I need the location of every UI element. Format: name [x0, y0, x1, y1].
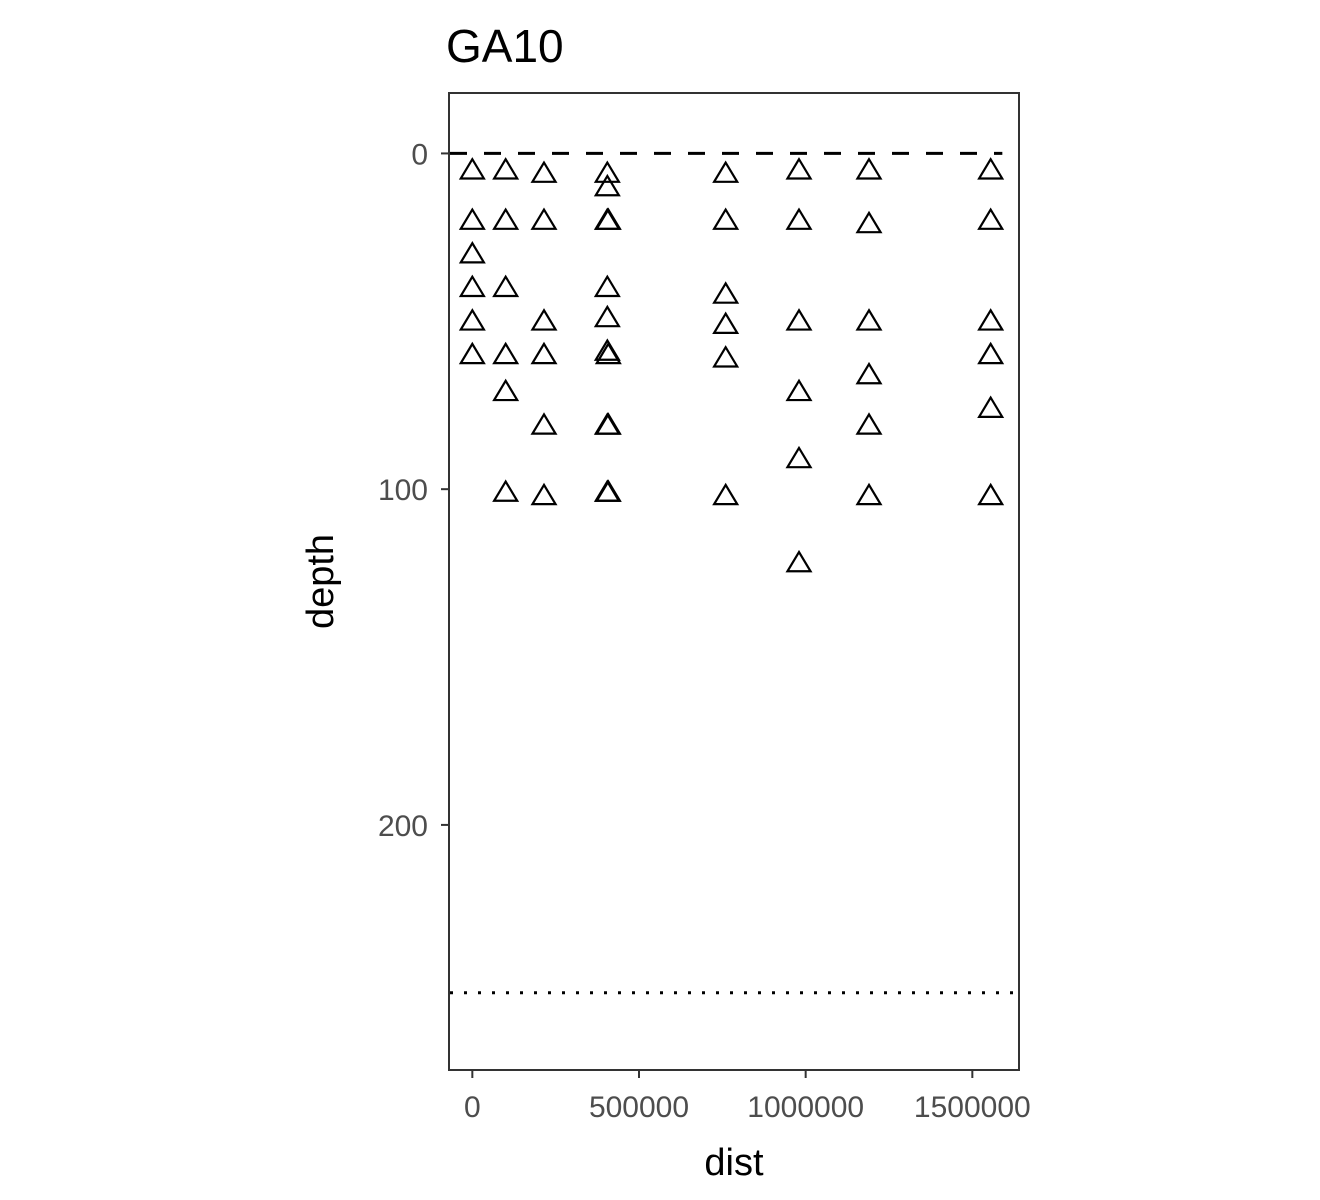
data-point [458, 241, 486, 264]
data-point [785, 207, 813, 230]
data-point [593, 274, 621, 298]
chart-title: GA10 [446, 20, 564, 72]
data-point [492, 341, 520, 365]
data-point [712, 281, 740, 304]
data-point [530, 412, 558, 435]
data-point [977, 207, 1005, 230]
data-point [594, 341, 622, 365]
data-point [530, 160, 558, 183]
data-point [855, 482, 883, 506]
y-axis: 0 100 200 [378, 138, 449, 843]
plot-panel-border [448, 92, 1020, 1071]
y-tick-label: 0 [411, 138, 428, 171]
data-point [492, 479, 520, 502]
data-point [458, 308, 486, 331]
data-point [977, 157, 1005, 180]
data-point [712, 207, 740, 230]
x-axis-title: dist [704, 1142, 764, 1184]
data-point [492, 274, 520, 298]
data-point [855, 210, 883, 234]
data-point [594, 207, 622, 230]
x-tick-label: 0 [464, 1091, 481, 1124]
data-point [855, 412, 883, 435]
data-point [458, 157, 486, 180]
x-tick-label: 1500000 [914, 1091, 1031, 1124]
data-point [530, 341, 558, 365]
data-point [492, 157, 520, 180]
data-point [785, 308, 813, 331]
data-point [492, 207, 520, 230]
data-point [855, 308, 883, 331]
data-point [530, 207, 558, 230]
data-point [977, 482, 1005, 506]
reference-lines [450, 151, 1019, 995]
data-point [785, 445, 813, 469]
data-point [712, 345, 740, 368]
data-point [530, 308, 558, 331]
data-point [594, 479, 622, 502]
data-points [458, 157, 1005, 573]
data-point [855, 157, 883, 180]
data-point [712, 311, 740, 335]
data-point [594, 412, 622, 435]
x-axis: 0 500000 1000000 1500000 [464, 1070, 1031, 1124]
y-tick-label: 200 [378, 810, 428, 843]
data-point [785, 378, 813, 402]
data-point [712, 482, 740, 506]
data-point [530, 482, 558, 506]
y-tick-label: 100 [378, 474, 428, 507]
data-point [593, 304, 621, 328]
data-point [977, 395, 1005, 418]
data-point [593, 173, 621, 197]
data-point [458, 341, 486, 365]
data-point [458, 207, 486, 230]
data-point [492, 378, 520, 402]
data-point [593, 160, 621, 183]
y-axis-title: depth [300, 534, 342, 629]
x-tick-label: 1000000 [747, 1091, 864, 1124]
data-point [977, 308, 1005, 331]
data-point [977, 341, 1005, 365]
data-point [855, 361, 883, 385]
data-point [785, 157, 813, 180]
data-point [712, 160, 740, 183]
x-tick-label: 500000 [589, 1091, 689, 1124]
data-point [458, 274, 486, 298]
data-point [785, 549, 813, 573]
